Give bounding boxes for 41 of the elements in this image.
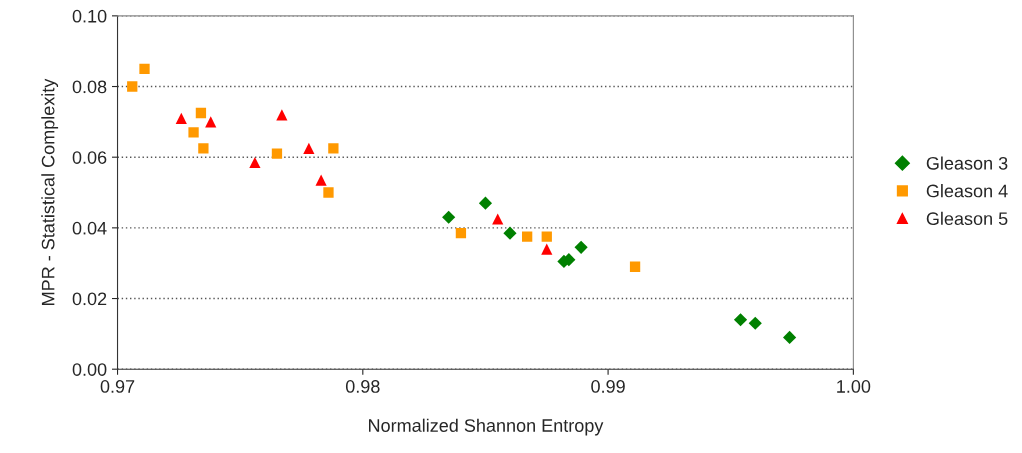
y-tick-label: 0.02	[72, 292, 107, 306]
x-tick-label: 0.98	[345, 380, 380, 393]
point	[328, 143, 339, 154]
point	[276, 109, 288, 121]
point	[748, 316, 762, 330]
point	[139, 63, 150, 75]
y-tick-label: 0.10	[72, 9, 107, 23]
y-tick-label: 0.04	[72, 221, 107, 235]
x-tick-label: 0.97	[100, 380, 135, 393]
point	[503, 226, 517, 240]
x-axis-title: Normalized Shannon Entropy	[369, 418, 604, 436]
point	[541, 243, 553, 255]
point	[478, 196, 493, 210]
point	[188, 127, 199, 138]
y-tick-label: 0.00	[72, 363, 107, 376]
point	[522, 231, 533, 242]
point	[198, 143, 209, 154]
point	[303, 142, 315, 154]
point	[783, 330, 797, 344]
point	[541, 231, 552, 242]
point	[195, 107, 207, 119]
x-tick-label: 1.00	[837, 380, 871, 393]
y-tick-label: 0.08	[72, 80, 107, 94]
point	[127, 81, 138, 92]
legend-label: Gleason 5	[926, 211, 1008, 226]
point	[629, 261, 641, 272]
y-axis-title: MPR - Statistical Complexity	[41, 78, 59, 305]
point	[442, 210, 456, 224]
y-tick-label: 0.06	[72, 151, 107, 164]
legend-label: Gleason 3	[926, 156, 1008, 170]
point	[574, 240, 588, 254]
legend-label: Gleason 4	[926, 184, 1008, 198]
point	[492, 213, 504, 225]
point	[271, 148, 283, 159]
point	[249, 156, 261, 169]
x-tick-label: 0.99	[591, 380, 625, 393]
point	[455, 228, 467, 239]
point	[315, 174, 327, 186]
point	[733, 313, 748, 327]
point	[323, 187, 334, 198]
point	[175, 112, 187, 124]
